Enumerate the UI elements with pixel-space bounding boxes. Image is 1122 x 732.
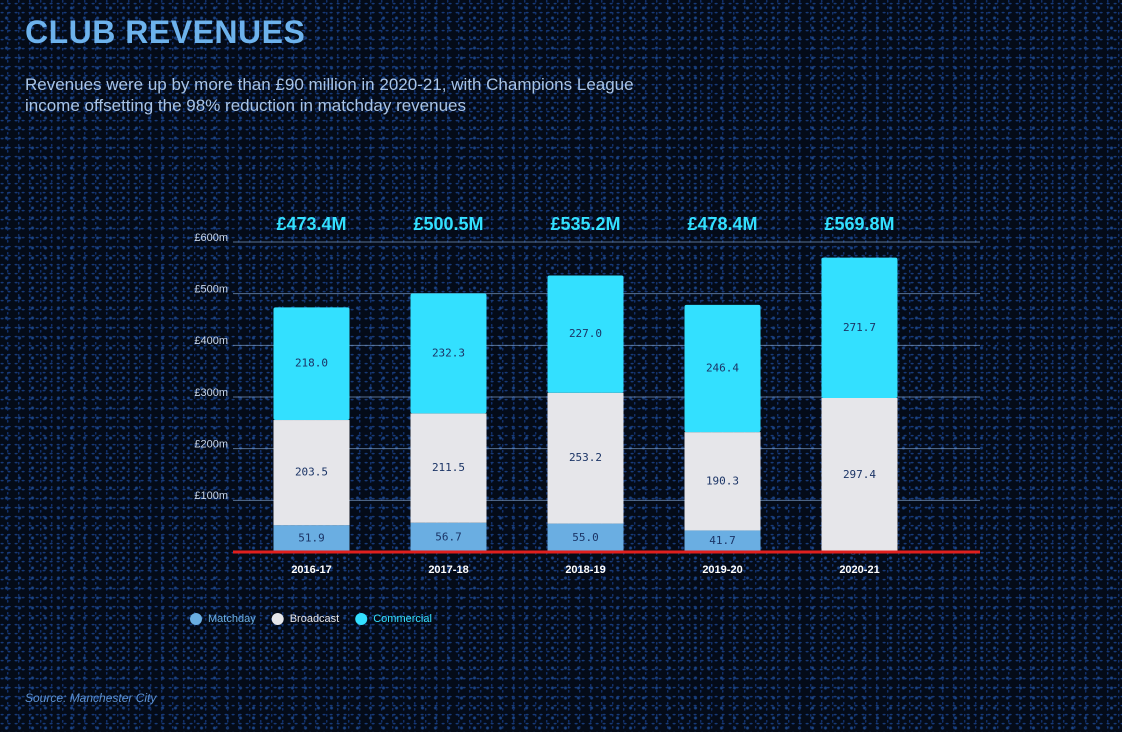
bar-segment bbox=[821, 257, 898, 398]
value-label: 218.0 bbox=[295, 357, 328, 370]
x-tick-label: 2019-20 bbox=[702, 564, 742, 576]
bar-segment bbox=[273, 525, 350, 552]
x-tick-label: 2016-17 bbox=[291, 564, 331, 576]
bar-segment bbox=[547, 275, 624, 393]
x-tick-label: 2020-21 bbox=[839, 564, 879, 576]
y-tick-label: £500m bbox=[194, 284, 228, 296]
value-label: 55.0 bbox=[572, 531, 599, 544]
value-label: 41.7 bbox=[709, 534, 736, 547]
value-label: 271.7 bbox=[843, 321, 876, 334]
legend-swatch bbox=[271, 613, 284, 625]
total-label: £500.5M bbox=[413, 214, 483, 234]
legend-label: Matchday bbox=[208, 613, 256, 625]
value-label: 211.5 bbox=[432, 461, 465, 474]
bar-segment bbox=[410, 293, 487, 414]
x-tick-label: 2017-18 bbox=[428, 564, 468, 576]
bar-segment bbox=[410, 413, 487, 523]
y-tick-label: £600m bbox=[194, 232, 228, 244]
legend-label: Commercial bbox=[373, 613, 432, 625]
y-tick-label: £400m bbox=[194, 335, 228, 347]
value-label: 297.4 bbox=[843, 468, 876, 481]
y-tick-label: £300m bbox=[194, 387, 228, 399]
legend-swatch bbox=[355, 613, 368, 625]
bar-segment bbox=[547, 392, 624, 524]
value-label: 190.3 bbox=[706, 474, 739, 487]
legend-label: Broadcast bbox=[290, 613, 340, 625]
bar-segment bbox=[684, 304, 761, 433]
legend-swatch bbox=[190, 613, 202, 625]
value-label: 246.4 bbox=[706, 361, 739, 374]
bar-segment bbox=[273, 420, 350, 526]
source-note: Source: Manchester City bbox=[25, 691, 157, 705]
value-label: 232.3 bbox=[432, 346, 465, 359]
value-label: 227.0 bbox=[569, 327, 602, 340]
total-label: £535.2M bbox=[550, 214, 620, 234]
y-tick-label: £100m bbox=[194, 490, 228, 502]
bar-segment bbox=[821, 397, 898, 552]
chart-title: CLUB REVENUES bbox=[25, 14, 306, 50]
value-label: 253.2 bbox=[569, 451, 602, 464]
y-tick-label: £200m bbox=[194, 439, 228, 451]
value-label: 56.7 bbox=[435, 530, 462, 543]
bar-segment bbox=[273, 307, 350, 421]
x-tick-label: 2018-19 bbox=[565, 564, 605, 576]
value-label: 51.9 bbox=[298, 532, 325, 545]
bar-segment bbox=[684, 432, 761, 531]
total-label: £473.4M bbox=[276, 214, 346, 234]
total-label: £478.4M bbox=[687, 214, 757, 234]
bar-segment bbox=[410, 522, 487, 552]
value-label: 203.5 bbox=[295, 466, 328, 479]
bar-segment bbox=[547, 523, 624, 552]
total-label: £569.8M bbox=[824, 214, 894, 234]
bar-segment bbox=[684, 530, 761, 552]
chart-subtitle: Revenues were up by more than £90 millio… bbox=[25, 75, 634, 115]
